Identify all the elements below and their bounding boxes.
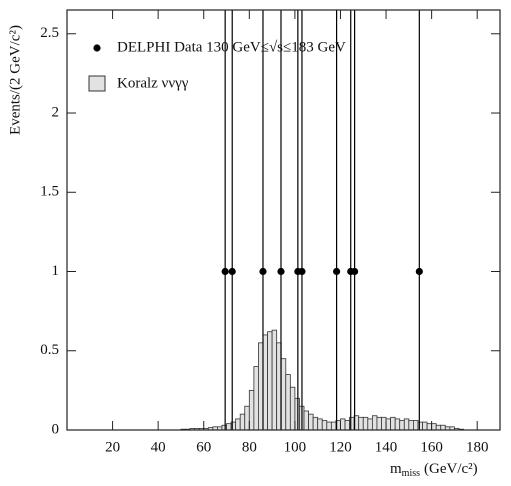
histogram-bar: [394, 418, 401, 430]
histogram-bar: [253, 366, 259, 430]
histogram-bar: [330, 421, 337, 430]
histogram-bar: [403, 418, 410, 430]
x-tick-label: 160: [420, 439, 443, 455]
histogram-bar: [303, 410, 309, 430]
histogram-bar: [239, 413, 246, 430]
histogram-bar: [367, 418, 373, 430]
legend-marker: [88, 75, 106, 92]
histogram-bar: [321, 420, 328, 430]
histogram-bar: [308, 413, 314, 430]
data-point: [259, 267, 267, 276]
histogram-bar: [267, 331, 273, 430]
histogram-bar: [317, 418, 323, 430]
x-tick-label: 60: [196, 439, 211, 455]
y-tick-label: 2.5: [40, 25, 59, 41]
x-tick-label: 40: [151, 439, 166, 455]
x-tick-label: 140: [375, 439, 398, 455]
x-label-sub: miss: [402, 468, 420, 479]
histogram-bar: [294, 397, 300, 430]
histogram-bar: [312, 416, 319, 430]
histogram-bar: [371, 415, 378, 430]
x-tick-label: 80: [242, 439, 257, 455]
histogram-bar: [381, 416, 387, 430]
histogram-bar: [426, 423, 433, 430]
x-label-main: m: [390, 461, 402, 477]
histogram-bar: [362, 416, 369, 430]
histogram-bar: [417, 421, 423, 430]
histogram-bar: [431, 423, 437, 430]
y-tick-label: 0.5: [40, 342, 59, 358]
x-axis-label: mmiss (GeV/c²): [390, 461, 478, 479]
x-tick-label: 180: [466, 439, 489, 455]
y-tick-label: 0: [52, 421, 60, 437]
legend-marker: [93, 44, 101, 52]
legend-label: DELPHI Data 130 GeV≤√s≤183 GeV: [117, 39, 346, 55]
histogram-bar: [376, 416, 382, 430]
histogram-bar: [258, 342, 264, 430]
histogram-bar: [248, 389, 255, 430]
x-tick-label: 120: [329, 439, 352, 455]
histogram-bar: [390, 416, 396, 430]
histogram-bar: [358, 416, 364, 430]
histogram-bar: [235, 418, 241, 430]
histogram-bar: [289, 386, 296, 430]
x-label-unit: (GeV/c²): [424, 461, 478, 477]
data-point: [221, 267, 229, 276]
x-tick-label: 100: [284, 439, 307, 455]
plot-frame: [66, 9, 501, 431]
histogram-bar: [422, 421, 428, 430]
data-point: [332, 267, 341, 276]
histogram-bar: [244, 405, 250, 430]
histogram-bar: [399, 420, 405, 430]
histogram-bar: [326, 421, 332, 430]
histogram-bar: [262, 334, 268, 430]
histogram-bar: [440, 424, 446, 430]
y-tick-label: 1.5: [40, 184, 59, 200]
histogram-bar: [340, 418, 346, 430]
data-point: [298, 267, 306, 276]
data-point: [228, 267, 236, 276]
y-tick-label: 2: [52, 104, 60, 120]
histogram-bar: [412, 420, 419, 430]
histogram-bar: [280, 358, 287, 430]
legend-label: Koralz ννγγ: [117, 75, 189, 91]
histogram-bar: [285, 374, 291, 430]
histogram-bar: [435, 424, 442, 430]
histogram-bar: [221, 424, 227, 430]
y-tick-label: 1: [52, 263, 60, 279]
data-point: [277, 267, 285, 276]
data-point: [415, 267, 423, 276]
x-tick-label: 20: [105, 439, 120, 455]
histogram-bar: [271, 329, 278, 430]
histogram-bar: [408, 420, 414, 430]
histogram-bar: [344, 420, 350, 430]
y-axis-label: Events/(2 GeV/c²): [7, 25, 23, 135]
plot-area: [180, 10, 464, 430]
histogram-bar: [385, 418, 392, 430]
data-point: [351, 267, 359, 276]
histogram-bar: [226, 423, 232, 430]
